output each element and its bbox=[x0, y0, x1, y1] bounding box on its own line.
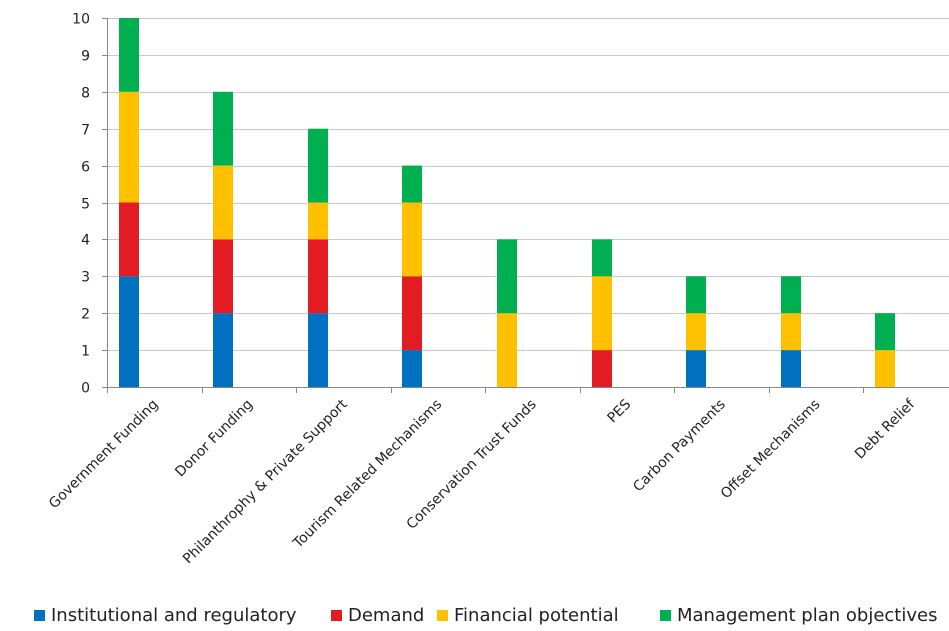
y-tick-label: 3 bbox=[81, 270, 90, 286]
bar-segment-7-2 bbox=[781, 313, 801, 351]
bar-segment-1-1 bbox=[213, 239, 233, 314]
x-category-label: Philanthrophy & Private Support bbox=[180, 396, 351, 567]
gridlines bbox=[107, 18, 949, 351]
legend-label-2: Financial potential bbox=[454, 605, 619, 626]
y-tick-labels: 0 1 2 3 4 5 6 7 8 9 10 bbox=[72, 12, 90, 397]
x-category-label: Government Funding bbox=[46, 397, 161, 512]
x-category-labels: Government Funding Donor FundingPhilanthr… bbox=[46, 396, 919, 567]
bar-segment-6-3 bbox=[686, 276, 706, 314]
y-tick-label: 5 bbox=[81, 197, 90, 213]
bar-segment-6-2 bbox=[686, 313, 706, 351]
bar-segment-8-3 bbox=[875, 313, 895, 351]
x-category-label: Debt Relief bbox=[852, 396, 919, 463]
bar-segment-7-0 bbox=[781, 350, 801, 387]
x-category-label: PES bbox=[605, 396, 635, 426]
legend-label-1: Demand bbox=[348, 605, 424, 626]
y-tick-label: 4 bbox=[81, 233, 90, 249]
axes bbox=[102, 18, 949, 393]
y-tick-label: 1 bbox=[81, 344, 90, 360]
legend: Institutional and regulatory Demand Financ… bbox=[34, 605, 937, 626]
bar-segment-7-3 bbox=[781, 276, 801, 314]
legend-swatch-3 bbox=[660, 610, 671, 621]
bar-segment-1-2 bbox=[213, 165, 233, 240]
bar-segment-1-0 bbox=[213, 313, 233, 387]
x-category-label: Donor Funding bbox=[172, 397, 256, 481]
bar-segment-6-0 bbox=[686, 350, 706, 387]
y-tick-label: 0 bbox=[81, 381, 90, 397]
y-tick-label: 6 bbox=[81, 160, 90, 176]
bar-segment-0-1 bbox=[119, 202, 139, 277]
x-category-label: Carbon Payments bbox=[630, 397, 729, 496]
bar-segment-2-2 bbox=[308, 202, 328, 240]
x-category-label: Offset Mechanisms bbox=[718, 397, 824, 503]
bar-segment-2-0 bbox=[308, 313, 328, 387]
legend-label-0: Institutional and regulatory bbox=[51, 605, 297, 626]
bar-segment-8-2 bbox=[875, 350, 895, 387]
bar-segment-0-3 bbox=[119, 18, 139, 92]
bar-segment-1-3 bbox=[213, 91, 233, 166]
bar-segment-5-2 bbox=[592, 276, 612, 351]
legend-swatch-2 bbox=[437, 610, 448, 621]
bar-segment-5-3 bbox=[592, 239, 612, 277]
legend-swatch-0 bbox=[34, 610, 45, 621]
bar-segment-2-3 bbox=[308, 128, 328, 203]
bar-segment-5-1 bbox=[592, 350, 612, 387]
bar-segment-3-1 bbox=[402, 276, 422, 351]
y-tick-label: 7 bbox=[81, 123, 90, 139]
bar-segment-3-2 bbox=[402, 202, 422, 277]
y-tick-label: 8 bbox=[81, 86, 90, 102]
x-category-label: Tourism Related Mechanisms bbox=[290, 397, 446, 553]
bar-segment-2-1 bbox=[308, 239, 328, 314]
y-tick-label: 10 bbox=[72, 12, 90, 28]
legend-label-3: Management plan objectives bbox=[677, 605, 937, 626]
bar-segment-3-0 bbox=[402, 350, 422, 387]
bar-segment-4-2 bbox=[497, 313, 517, 387]
bar-segment-0-0 bbox=[119, 276, 139, 387]
bar-segment-3-3 bbox=[402, 165, 422, 203]
bar-segment-4-3 bbox=[497, 239, 517, 314]
bar-segment-0-2 bbox=[119, 91, 139, 203]
bars bbox=[119, 18, 895, 387]
legend-swatch-1 bbox=[331, 610, 342, 621]
y-tick-label: 9 bbox=[81, 49, 90, 65]
y-tick-label: 2 bbox=[81, 307, 90, 323]
